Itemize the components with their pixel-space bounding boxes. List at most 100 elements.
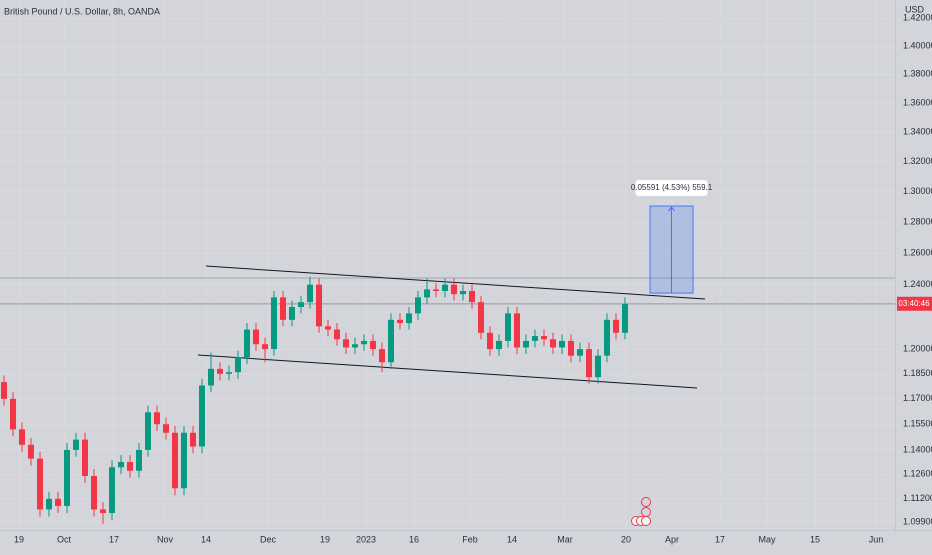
- candle-body: [45, 498, 52, 510]
- candle-body: [387, 319, 394, 363]
- candle-body: [351, 344, 358, 348]
- candle-body: [477, 302, 484, 333]
- candle-body: [207, 368, 214, 386]
- candle-body: [522, 340, 529, 348]
- candle-body: [621, 303, 628, 333]
- candle-body: [0, 382, 7, 399]
- y-tick-label: 1.24000: [903, 279, 932, 289]
- candle-body: [360, 340, 367, 345]
- candle-body: [369, 340, 376, 350]
- candle-body: [405, 313, 412, 324]
- candle-body: [198, 385, 205, 447]
- y-tick-label: 1.28000: [903, 217, 932, 227]
- countdown-box: [897, 296, 932, 311]
- measure-label-box: [635, 180, 708, 197]
- candle-body: [252, 329, 259, 345]
- candle-body: [423, 289, 430, 298]
- candle-body: [99, 509, 106, 514]
- candle-body: [144, 412, 151, 450]
- candle-body: [603, 319, 610, 356]
- x-tick-label: 17: [715, 534, 725, 544]
- candle-body: [468, 290, 475, 303]
- candle-body: [288, 306, 295, 320]
- candle-body: [441, 284, 448, 291]
- x-tick-label: 19: [320, 534, 330, 544]
- candle-body: [189, 432, 196, 447]
- x-tick-label: Feb: [462, 534, 478, 544]
- candle-body: [27, 444, 34, 459]
- candle-body: [531, 336, 538, 341]
- candle-body: [486, 332, 493, 350]
- x-tick-label: 19: [14, 534, 24, 544]
- candle-body: [180, 432, 187, 489]
- candle-body: [216, 368, 223, 374]
- candle-body: [234, 357, 241, 373]
- candle-body: [126, 462, 133, 471]
- candle-body: [18, 429, 25, 445]
- candle-body: [513, 313, 520, 348]
- candle-body: [108, 467, 115, 514]
- candle-body: [315, 284, 322, 327]
- candle-body: [324, 326, 331, 330]
- y-tick-label: 1.17000: [903, 393, 932, 403]
- candle-body: [63, 449, 70, 506]
- trend-line: [198, 354, 698, 389]
- x-tick-label: 14: [201, 534, 211, 544]
- candle-body: [432, 289, 439, 291]
- y-tick-label: 1.14000: [903, 444, 932, 454]
- candle-body: [396, 319, 403, 324]
- x-tick-label: 14: [507, 534, 517, 544]
- candle-body: [414, 297, 421, 314]
- candle-body: [549, 339, 556, 348]
- x-tick-label: 16: [409, 534, 419, 544]
- y-tick-label: 1.30000: [903, 186, 932, 196]
- candle-body: [9, 398, 16, 430]
- x-tick-label: Nov: [157, 534, 174, 544]
- candle-body: [585, 349, 592, 378]
- candle-body: [117, 462, 124, 468]
- candle-body: [612, 319, 619, 333]
- event-icon: [641, 516, 651, 526]
- x-tick-label: Apr: [665, 534, 679, 544]
- candle-body: [594, 355, 601, 378]
- candle-body: [450, 284, 457, 295]
- x-tick-label: 17: [109, 534, 119, 544]
- x-tick-label: Mar: [557, 534, 573, 544]
- candle-body: [36, 458, 43, 510]
- y-tick-label: 1.09900: [903, 516, 932, 526]
- candle-body: [81, 439, 88, 476]
- candle-body: [576, 349, 583, 356]
- candle-body: [261, 344, 268, 350]
- candle-body: [279, 297, 286, 320]
- candle-body: [342, 339, 349, 348]
- y-tick-label: 1.36000: [903, 97, 932, 107]
- currency-label: USD: [905, 4, 925, 14]
- event-icon: [641, 497, 651, 507]
- y-tick-label: 1.42000: [903, 13, 932, 23]
- candle-body: [297, 302, 304, 307]
- candle-body: [243, 329, 250, 358]
- candle-body: [72, 439, 79, 450]
- candle-body: [495, 340, 502, 350]
- candle-body: [333, 329, 340, 340]
- trend-line: [205, 265, 706, 300]
- y-tick-label: 1.20000: [903, 343, 932, 353]
- y-tick-label: 1.40000: [903, 40, 932, 50]
- y-tick-label: 1.26000: [903, 248, 932, 258]
- candle-body: [306, 284, 313, 303]
- chart-title: British Pound / U.S. Dollar, 8h, OANDA: [4, 6, 160, 16]
- measure-label: 0.05591 (4.53%) 559.1: [631, 183, 713, 192]
- candle-body: [558, 340, 565, 348]
- y-tick-label: 1.11200: [903, 493, 932, 503]
- candle-body: [153, 412, 160, 425]
- y-tick-label: 1.15500: [903, 419, 932, 429]
- candle-body: [171, 432, 178, 489]
- y-tick-label: 1.18500: [903, 368, 932, 378]
- candle-body: [540, 336, 547, 340]
- candle-body: [162, 424, 169, 433]
- y-tick-label: 1.32000: [903, 156, 932, 166]
- y-tick-label: 1.34000: [903, 127, 932, 137]
- x-tick-label: 20: [621, 534, 631, 544]
